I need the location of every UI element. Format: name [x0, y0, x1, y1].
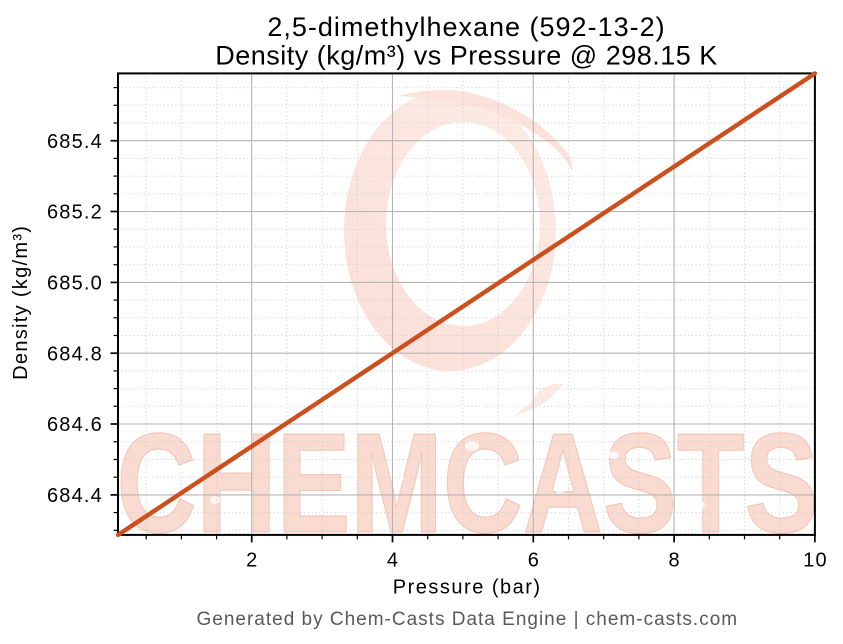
svg-text:10: 10	[803, 550, 828, 572]
svg-text:684.8: 684.8	[47, 343, 103, 365]
svg-text:CHEMCASTS: CHEMCASTS	[117, 404, 819, 563]
svg-text:8: 8	[669, 550, 681, 572]
svg-text:685.4: 685.4	[47, 131, 103, 153]
svg-text:Density (kg/m³) vs Pressure @: Density (kg/m³) vs Pressure @ 298.15 K	[215, 41, 718, 71]
svg-text:684.6: 684.6	[47, 414, 103, 436]
svg-text:6: 6	[528, 550, 540, 572]
svg-text:Generated by Chem-Casts Data E: Generated by Chem-Casts Data Engine | ch…	[196, 609, 738, 630]
svg-text:685.0: 685.0	[47, 273, 103, 295]
svg-text:Density (kg/m³): Density (kg/m³)	[10, 225, 32, 380]
svg-text:2,5-dimethylhexane (592-13-2): 2,5-dimethylhexane (592-13-2)	[267, 12, 665, 42]
svg-text:685.2: 685.2	[47, 202, 103, 224]
svg-text:684.4: 684.4	[47, 485, 103, 507]
svg-text:4: 4	[387, 550, 399, 572]
svg-text:2: 2	[246, 550, 258, 572]
svg-text:Pressure (bar): Pressure (bar)	[393, 577, 542, 599]
